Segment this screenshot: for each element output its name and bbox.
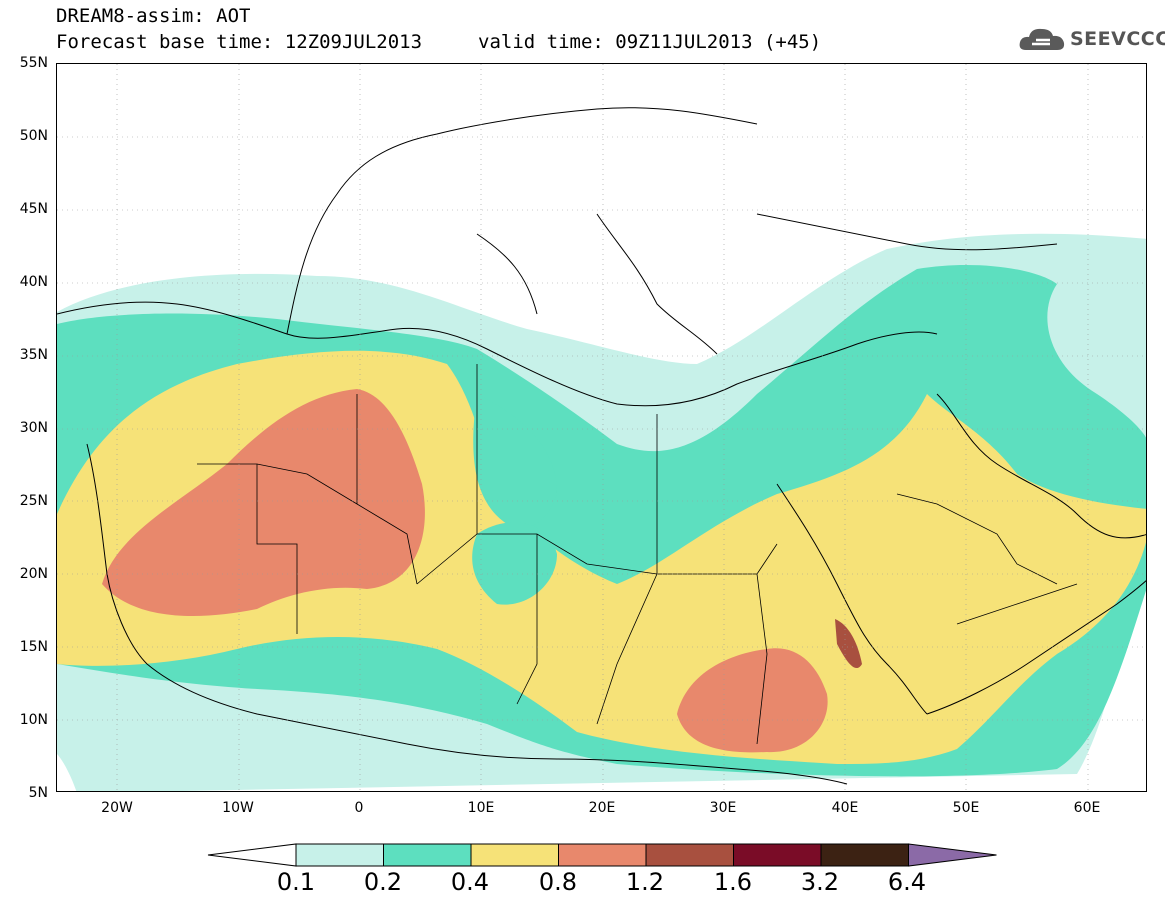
lon-label: 30E — [709, 800, 737, 816]
colorbar-label: 0.8 — [538, 868, 578, 896]
aot-map — [56, 63, 1147, 792]
lat-label: 30N — [19, 420, 48, 436]
aot-patch-0.2-central — [473, 394, 557, 528]
colorbar — [207, 843, 997, 867]
lon-label: 60E — [1073, 800, 1101, 816]
lat-label: 5N — [28, 785, 48, 801]
lon-label: 10E — [467, 800, 495, 816]
lat-label: 15N — [19, 639, 48, 655]
graticule — [57, 64, 1146, 791]
colorbar-label: 1.6 — [713, 868, 753, 896]
logo-text: SEEVCCC — [1070, 28, 1165, 50]
aot-patch-0.2-chad — [472, 522, 557, 605]
aot-band-0.8-sudan — [677, 648, 828, 753]
lat-label: 55N — [19, 55, 48, 71]
valid-time: valid time: 09Z11JUL2013 (+45) — [478, 31, 822, 53]
colorbar-label: 6.4 — [887, 868, 927, 896]
colorbar-label: 0.4 — [450, 868, 490, 896]
lon-label: 10W — [222, 800, 254, 816]
colorbar-under-arrow — [207, 843, 297, 867]
colorbar-label: 3.2 — [800, 868, 840, 896]
seevccc-logo: SEEVCCC — [1018, 24, 1165, 56]
colorbar-label: 0.2 — [363, 868, 403, 896]
lat-label: 35N — [19, 347, 48, 363]
lat-label: 10N — [19, 712, 48, 728]
lat-label: 40N — [19, 274, 48, 290]
colorbar-cell — [645, 843, 734, 867]
map-canvas — [57, 64, 1146, 791]
lon-label: 20E — [588, 800, 616, 816]
colorbar-cell — [383, 843, 472, 867]
colorbar-cell — [470, 843, 559, 867]
lon-label: 0 — [354, 800, 364, 816]
lat-label: 45N — [19, 201, 48, 217]
lon-label: 40E — [831, 800, 859, 816]
forecast-base-time: Forecast base time: 12Z09JUL2013 — [56, 31, 423, 53]
colorbar-cell — [820, 843, 909, 867]
lon-label: 20W — [101, 800, 133, 816]
coastlines — [57, 107, 1146, 785]
colorbar-label: 0.1 — [276, 868, 316, 896]
aot-band-0.8-sahara — [102, 389, 425, 617]
cloud-icon — [1019, 28, 1065, 50]
map-title: DREAM8-assim: AOT — [56, 5, 251, 27]
colorbar-cell — [558, 843, 647, 867]
lat-label: 50N — [19, 128, 48, 144]
colorbar-over-arrow — [908, 843, 997, 867]
lat-label: 20N — [19, 566, 48, 582]
lat-label: 25N — [19, 493, 48, 509]
colorbar-cell — [295, 843, 384, 867]
aot-band-1.2 — [835, 619, 862, 669]
colorbar-cell — [733, 843, 822, 867]
colorbar-label: 1.2 — [625, 868, 665, 896]
lon-label: 50E — [952, 800, 980, 816]
